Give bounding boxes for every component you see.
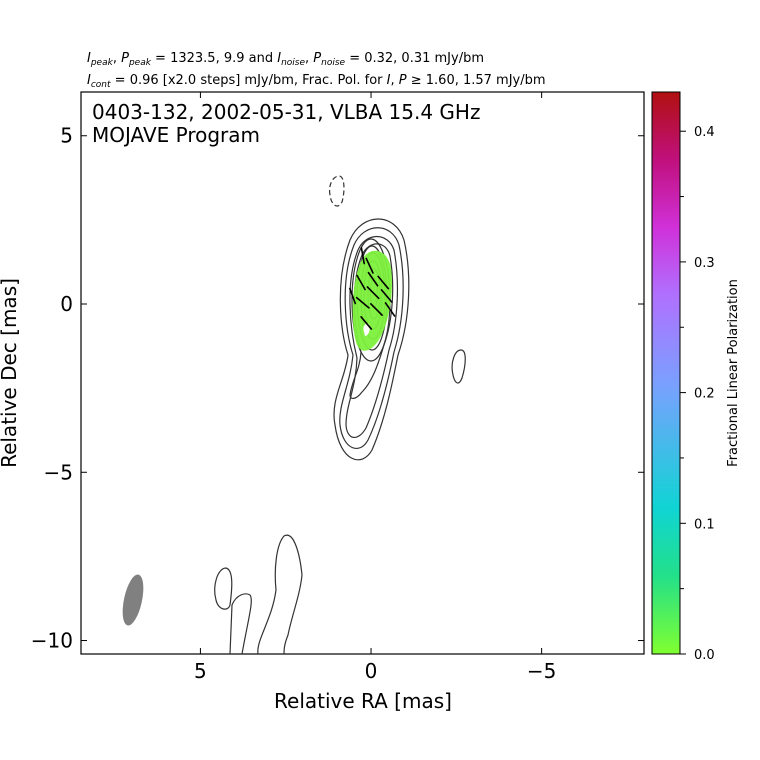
contour-level-3	[345, 235, 399, 438]
contour-knot-east	[451, 349, 466, 384]
chart-title: 0403-132, 2002-05-31, VLBA 15.4 GHz	[92, 100, 480, 124]
x-tick-label: −5	[527, 659, 556, 683]
contour-level-2	[339, 227, 404, 450]
negative-contour	[328, 175, 345, 207]
restoring-beam	[122, 574, 144, 626]
colorbar: 0.0 0.1 0.2 0.3 0.4 Fractional Linear Polari…	[651, 91, 741, 663]
contour-blob-sw-3	[257, 534, 303, 654]
evpa-vector	[355, 296, 370, 309]
header-line-2: Icont = 0.96 [x2.0 steps] mJy/bm, Frac. …	[87, 73, 546, 90]
plot-frame	[80, 91, 645, 655]
colorbar-tick-label: 0.4	[694, 125, 715, 140]
fractional-polarization-region	[352, 250, 392, 351]
colorbar-label: Fractional Linear Polarization	[726, 279, 741, 467]
colorbar-ticks: 0.0 0.1 0.2 0.3 0.4	[680, 125, 715, 663]
evpa-vector	[369, 303, 383, 316]
evpa-vectors	[349, 246, 396, 330]
contour-blob-sw-1	[214, 567, 233, 610]
header-line-1: Ipeak, Ppeak = 1323.5, 9.9 and Inoise, P…	[87, 51, 484, 68]
chart-subtitle: MOJAVE Program	[92, 123, 260, 147]
evpa-vector	[356, 274, 366, 291]
x-tick-label: 0	[365, 659, 378, 683]
y-tick-label: 0	[60, 292, 73, 316]
colorbar-tick-label: 0.0	[694, 648, 715, 663]
colorbar-tick-label: 0.2	[694, 387, 715, 402]
x-axis-label: Relative RA [mas]	[274, 689, 452, 713]
axes: 5 0 −5 5 0 −5 −10	[31, 92, 644, 683]
contour-level-1	[333, 218, 410, 461]
plot-area: 0403-132, 2002-05-31, VLBA 15.4 GHz MOJA…	[0, 91, 645, 713]
y-tick-label: −5	[44, 460, 73, 484]
evpa-vector	[384, 302, 396, 317]
contour-blob-sw-2	[229, 593, 252, 654]
evpa-vector	[366, 286, 380, 300]
colorbar-tick-label: 0.1	[694, 517, 715, 532]
polarization-hole	[363, 323, 370, 336]
evpa-vector	[360, 246, 365, 265]
evpa-vector	[367, 271, 379, 287]
evpa-vector	[380, 289, 393, 303]
colorbar-gradient	[651, 91, 681, 655]
evpa-vector	[349, 287, 357, 305]
evpa-vector	[365, 257, 374, 274]
colorbar-tick-label: 0.3	[694, 256, 715, 271]
x-tick-label: 5	[194, 659, 207, 683]
y-axis-label: Relative Dec [mas]	[0, 278, 21, 468]
evpa-vector	[360, 316, 373, 330]
y-tick-label: 5	[60, 124, 73, 148]
y-tick-label: −10	[31, 629, 73, 653]
evpa-vector	[377, 275, 390, 290]
